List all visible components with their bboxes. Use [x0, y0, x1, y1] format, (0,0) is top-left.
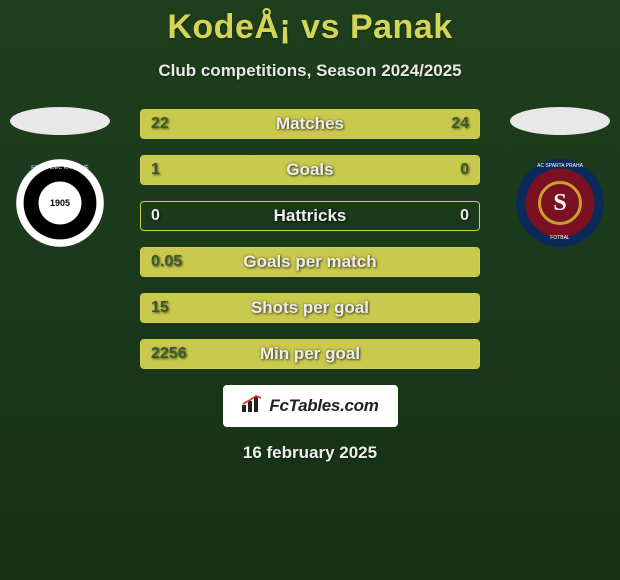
club-letter: S	[553, 190, 566, 217]
stat-label: Matches	[276, 114, 344, 134]
player-left-card: 1905	[10, 109, 110, 247]
player-right-card: S	[510, 109, 610, 247]
stat-value-left: 0.05	[151, 253, 182, 271]
club-year: 1905	[45, 188, 75, 218]
club-badge-right: S	[516, 159, 604, 247]
stat-row: 1 0 Goals	[140, 155, 480, 185]
stat-value-right: 0	[460, 207, 469, 225]
club-badge-left: 1905	[16, 159, 104, 247]
stat-value-right: 0	[460, 161, 469, 179]
stat-value-left: 15	[151, 299, 169, 317]
stat-value-left: 22	[151, 115, 169, 133]
stat-value-left: 1	[151, 161, 160, 179]
stat-value-left: 0	[151, 207, 160, 225]
stat-row: 2256 Min per goal	[140, 339, 480, 369]
stat-bars: 22 24 Matches 1 0 Goals 0 0 Hattricks 0.05 Goals p…	[140, 109, 480, 369]
brand-text: FcTables.com	[269, 396, 378, 416]
stat-row: 0.05 Goals per match	[140, 247, 480, 277]
brand-badge[interactable]: FcTables.com	[223, 385, 398, 427]
stat-label: Goals per match	[243, 252, 376, 272]
stat-row: 15 Shots per goal	[140, 293, 480, 323]
stat-label: Goals	[286, 160, 333, 180]
page-title: KodeÅ¡ vs Panak	[0, 0, 620, 47]
match-date: 16 february 2025	[0, 443, 620, 463]
stat-label: Shots per goal	[251, 298, 369, 318]
stat-row: 0 0 Hattricks	[140, 201, 480, 231]
brand-chart-icon	[241, 395, 263, 418]
stat-value-left: 2256	[151, 345, 187, 363]
player-left-silhouette	[10, 107, 110, 135]
stat-row: 22 24 Matches	[140, 109, 480, 139]
stat-label: Hattricks	[274, 206, 347, 226]
player-right-silhouette	[510, 107, 610, 135]
stat-fill-left	[141, 156, 405, 184]
stat-value-right: 24	[451, 115, 469, 133]
stat-label: Min per goal	[260, 344, 360, 364]
season-subtitle: Club competitions, Season 2024/2025	[0, 61, 620, 81]
comparison-content: 1905 S 22 24 Matches 1 0 Goals 0 0 Hattricks 0.05…	[0, 109, 620, 463]
